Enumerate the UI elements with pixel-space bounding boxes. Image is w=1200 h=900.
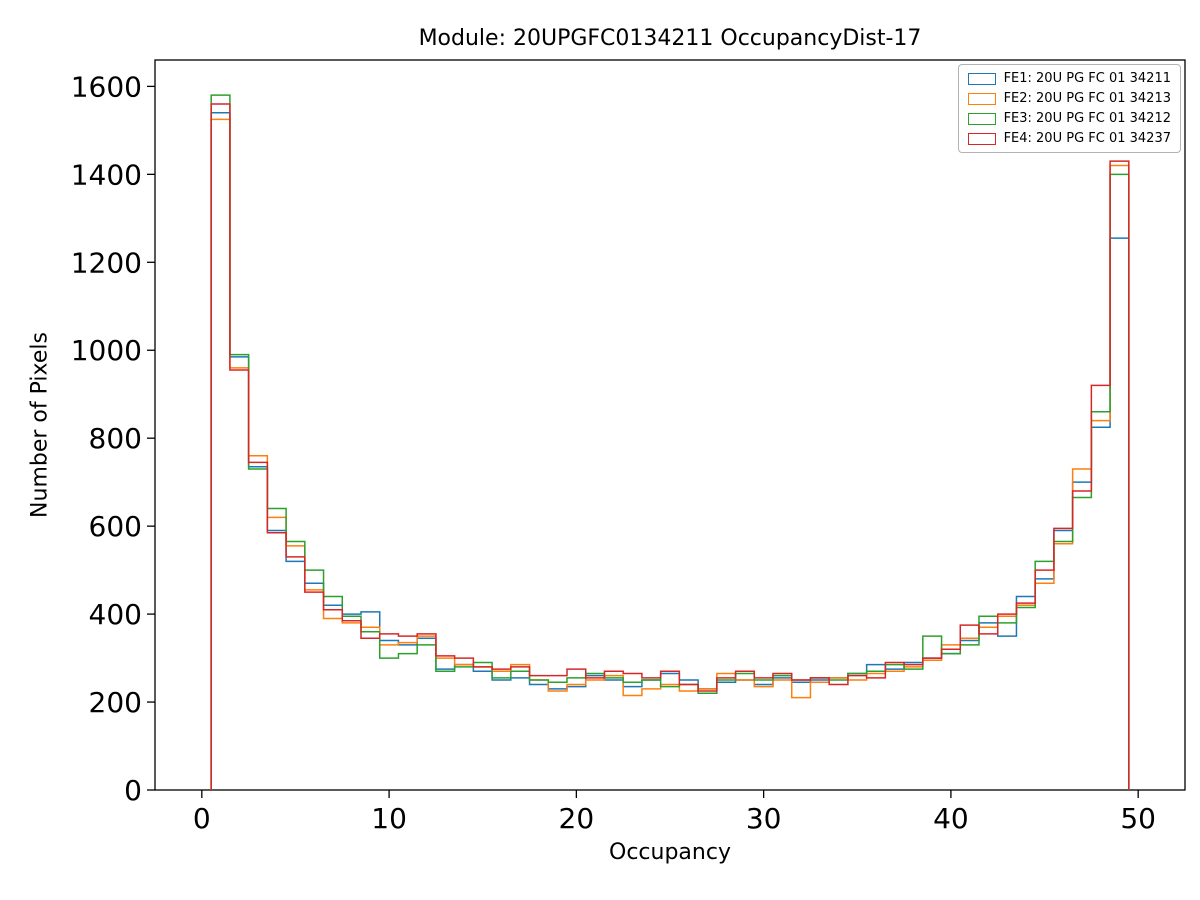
y-tick-label: 1200: [71, 246, 142, 279]
legend-label-fe2: FE2: 20U PG FC 01 34213: [1003, 91, 1171, 106]
histogram-series-fe3: [210, 94, 1130, 790]
x-tick-label: 50: [1120, 802, 1156, 835]
y-tick-label: 1600: [71, 70, 142, 103]
x-tick-label: 20: [559, 802, 595, 835]
y-tick-label: 1000: [71, 334, 142, 367]
x-axis-label: Occupancy: [609, 840, 731, 865]
x-tick-label: 30: [746, 802, 782, 835]
y-tick-label: 200: [89, 686, 142, 719]
histogram-series-fe2: [210, 118, 1130, 790]
y-axis-label: Number of Pixels: [27, 332, 53, 518]
legend-label-fe4: FE4: 20U PG FC 01 34237: [1003, 131, 1171, 146]
legend-item-fe4: FE4: 20U PG FC 01 34237: [967, 131, 1171, 146]
legend-swatch-fe1: [967, 72, 996, 85]
legend: FE1: 20U PG FC 01 34211 FE2: 20U PG FC 01…: [957, 64, 1181, 153]
legend-swatch-fe2: [967, 92, 996, 105]
y-tick-label: 400: [89, 598, 142, 631]
legend-label-fe1: FE1: 20U PG FC 01 34211: [1003, 71, 1171, 86]
chart-title: Module: 20UPGFC0134211 OccupancyDist-17: [418, 26, 922, 51]
y-tick-label: 800: [89, 422, 142, 455]
x-tick-label: 0: [193, 802, 211, 835]
y-tick-label: 1400: [71, 158, 142, 191]
x-tick-label: 40: [933, 802, 969, 835]
axes-frame: [154, 59, 1186, 791]
histogram-series-fe4: [210, 103, 1130, 790]
legend-item-fe2: FE2: 20U PG FC 01 34213: [967, 91, 1171, 106]
legend-swatch-fe4: [967, 132, 996, 145]
histogram-series-fe1: [210, 112, 1130, 790]
legend-swatch-fe3: [967, 112, 996, 125]
legend-label-fe3: FE3: 20U PG FC 01 34212: [1003, 111, 1171, 126]
x-tick-label: 10: [371, 802, 407, 835]
y-tick-label: 600: [89, 510, 142, 543]
legend-item-fe3: FE3: 20U PG FC 01 34212: [967, 111, 1171, 126]
legend-item-fe1: FE1: 20U PG FC 01 34211: [967, 71, 1171, 86]
y-tick-label: 0: [124, 774, 142, 807]
